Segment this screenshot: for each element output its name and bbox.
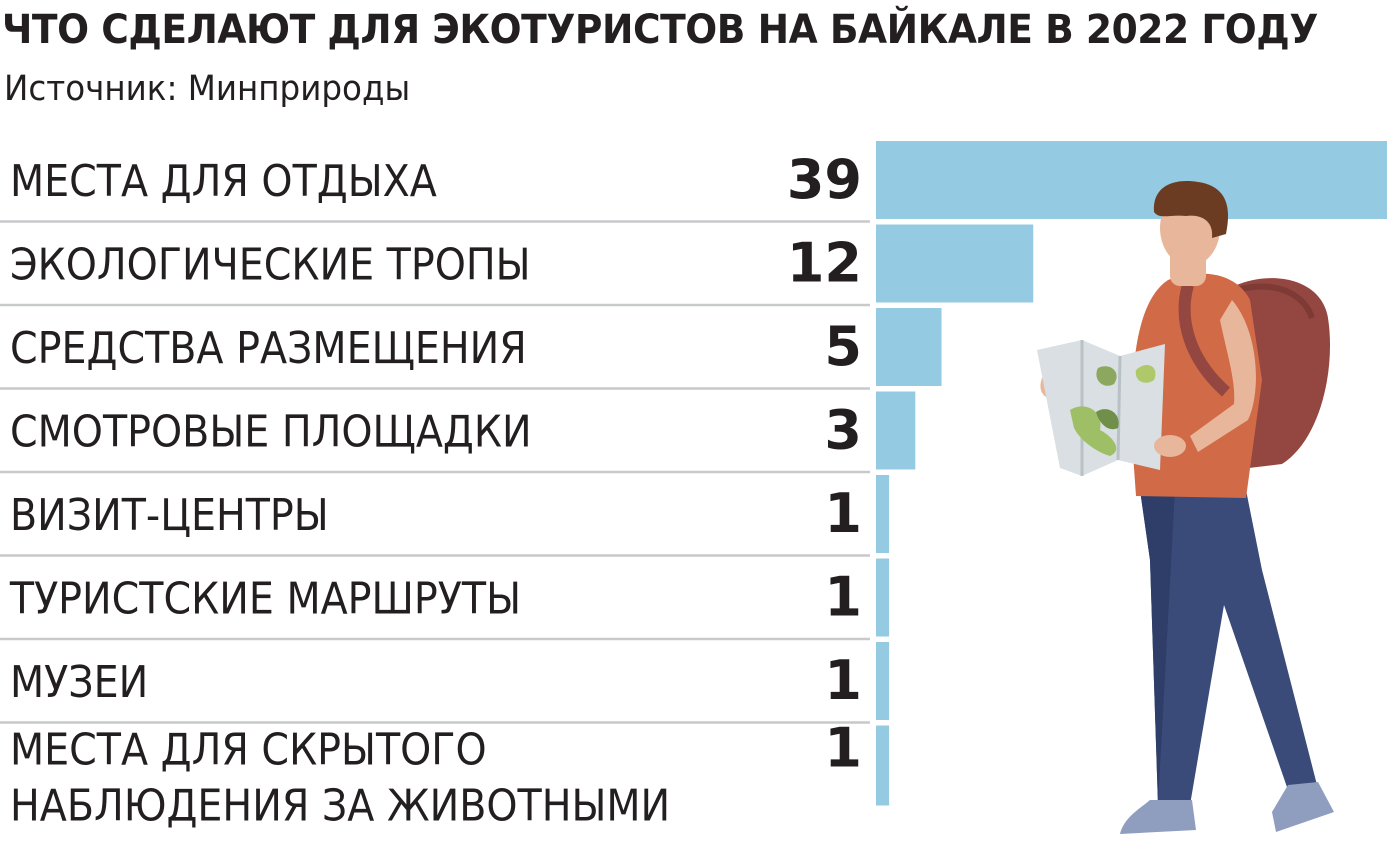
value-label: 1 [824,482,862,545]
category-label: МУЗЕИ [10,656,148,708]
category-label: ЭКОЛОГИЧЕСКИЕ ТРОПЫ [10,239,531,291]
category-label: СРЕДСТВА РАЗМЕЩЕНИЯ [10,322,527,374]
value-label: 5 [824,315,862,378]
category-label: МЕСТА ДЛЯ ОТДЫХА [10,155,437,207]
value-label: 1 [824,649,862,712]
value-label: 1 [824,566,862,629]
category-label: СМОТРОВЫЕ ПЛОЩАДКИ [10,406,532,458]
hiker-illustration [1037,181,1334,834]
bar [876,475,890,553]
bar [876,308,942,386]
value-label: 12 [787,232,862,295]
chart-source: Источник: Минприроды [4,69,411,109]
chart-rows: МЕСТА ДЛЯ ОТДЫХА 39 ЭКОЛОГИЧЕСКИЕ ТРОПЫ 12 С… [0,141,1387,831]
bar [876,141,1387,219]
chart-title: ЧТО СДЕЛАЮТ ДЛЯ ЭКОТУРИСТОВ НА БАЙКАЛЕ В… [2,7,1318,53]
bar [876,391,916,470]
bar [876,642,890,720]
bar [876,558,890,637]
value-label: 39 [787,148,862,211]
bar [876,725,890,806]
category-label: ВИЗИТ-ЦЕНТРЫ [10,489,329,541]
category-label: ТУРИСТСКИЕ МАРШРУТЫ [9,573,521,625]
value-label: 3 [824,399,862,462]
value-label: 1 [824,717,862,780]
category-label: МЕСТА ДЛЯ СКРЫТОГО НАБЛЮДЕНИЯ ЗА ЖИВОТНЫМ… [10,724,670,832]
bar [876,224,1034,303]
